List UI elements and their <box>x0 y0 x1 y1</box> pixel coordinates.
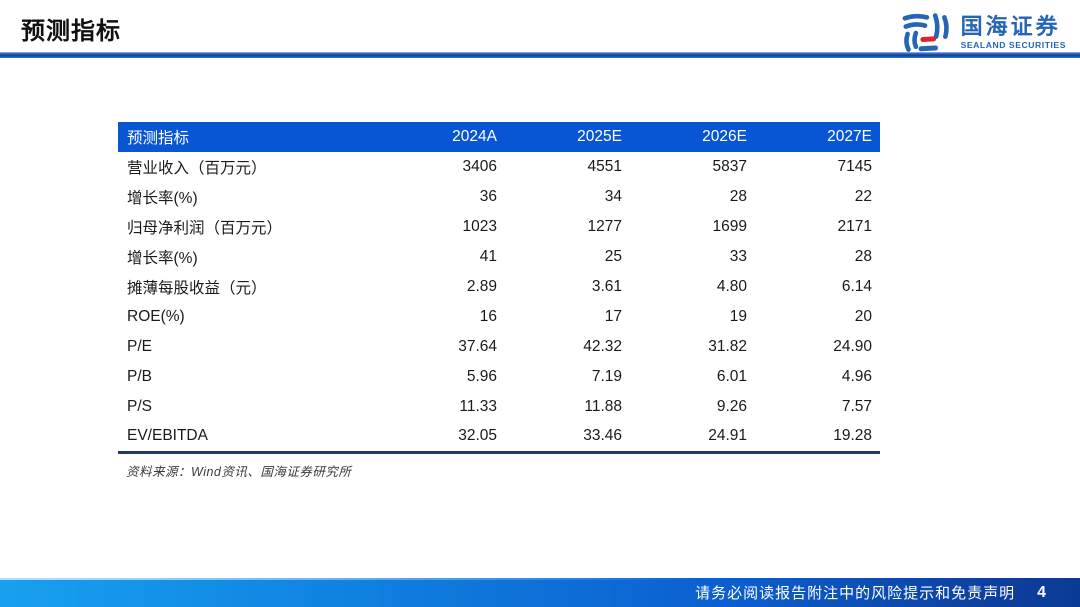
footer-bar: 请务必阅读报告附注中的风险提示和免责声明 4 <box>0 578 1080 607</box>
row-label: 摊薄每股收益（元） <box>118 272 380 302</box>
table-row: EV/EBITDA 32.05 33.46 24.91 19.28 <box>118 422 880 452</box>
row-label: EV/EBITDA <box>118 422 380 452</box>
cell-value: 2171 <box>755 212 880 242</box>
title-divider <box>0 52 1080 58</box>
row-label: P/B <box>118 362 380 392</box>
row-label: 增长率(%) <box>118 242 380 272</box>
cell-value: 4.96 <box>755 362 880 392</box>
cell-value: 33 <box>630 242 755 272</box>
cell-value: 41 <box>380 242 505 272</box>
cell-value: 1277 <box>505 212 630 242</box>
cell-value: 16 <box>380 302 505 332</box>
table-header-row: 预测指标 2024A 2025E 2026E 2027E <box>118 122 880 152</box>
row-label: P/S <box>118 392 380 422</box>
cell-value: 2.89 <box>380 272 505 302</box>
forecast-table-body: 营业收入（百万元） 3406 4551 5837 7145 增长率(%) 36 34 28 22 归… <box>118 152 880 452</box>
cell-value: 7145 <box>755 152 880 182</box>
brand-name-en: SEALAND SECURITIES <box>960 40 1066 51</box>
forecast-table-head: 预测指标 2024A 2025E 2026E 2027E <box>118 122 880 152</box>
source-note: 资料来源：Wind资讯、国海证券研究所 <box>126 465 352 479</box>
cell-value: 5837 <box>630 152 755 182</box>
row-label: P/E <box>118 332 380 362</box>
header-cell-label: 预测指标 <box>118 122 380 152</box>
cell-value: 11.33 <box>380 392 505 422</box>
cell-value: 33.46 <box>505 422 630 452</box>
cell-value: 4.80 <box>630 272 755 302</box>
cell-value: 28 <box>630 182 755 212</box>
cell-value: 22 <box>755 182 880 212</box>
cell-value: 32.05 <box>380 422 505 452</box>
cell-value: 3.61 <box>505 272 630 302</box>
row-label: 增长率(%) <box>118 182 380 212</box>
cell-value: 4551 <box>505 152 630 182</box>
header-cell-year: 2027E <box>755 122 880 152</box>
footer-disclaimer: 请务必阅读报告附注中的风险提示和免责声明 <box>695 585 1016 602</box>
cell-value: 3406 <box>380 152 505 182</box>
table-row: P/E 37.64 42.32 31.82 24.90 <box>118 332 880 362</box>
table-row: 归母净利润（百万元） 1023 1277 1699 2171 <box>118 212 880 242</box>
row-label: 归母净利润（百万元） <box>118 212 380 242</box>
table-row: 营业收入（百万元） 3406 4551 5837 7145 <box>118 152 880 182</box>
brand-logo: 国海证券 SEALAND SECURITIES <box>898 10 1066 56</box>
cell-value: 25 <box>505 242 630 272</box>
cell-value: 24.91 <box>630 422 755 452</box>
cell-value: 20 <box>755 302 880 332</box>
table-row: ROE(%) 16 17 19 20 <box>118 302 880 332</box>
cell-value: 34 <box>505 182 630 212</box>
cell-value: 1699 <box>630 212 755 242</box>
table-row: P/S 11.33 11.88 9.26 7.57 <box>118 392 880 422</box>
table-row: 增长率(%) 41 25 33 28 <box>118 242 880 272</box>
forecast-table: 预测指标 2024A 2025E 2026E 2027E 营业收入（百万元） 34… <box>118 122 880 454</box>
cell-value: 11.88 <box>505 392 630 422</box>
cell-value: 19 <box>630 302 755 332</box>
cell-value: 31.82 <box>630 332 755 362</box>
cell-value: 7.57 <box>755 392 880 422</box>
header-cell-year: 2025E <box>505 122 630 152</box>
table-row: P/B 5.96 7.19 6.01 4.96 <box>118 362 880 392</box>
cell-value: 17 <box>505 302 630 332</box>
table-row: 摊薄每股收益（元） 2.89 3.61 4.80 6.14 <box>118 272 880 302</box>
cell-value: 6.14 <box>755 272 880 302</box>
cell-value: 7.19 <box>505 362 630 392</box>
cell-value: 5.96 <box>380 362 505 392</box>
cell-value: 24.90 <box>755 332 880 362</box>
cell-value: 36 <box>380 182 505 212</box>
row-label: ROE(%) <box>118 302 380 332</box>
cell-value: 28 <box>755 242 880 272</box>
brand-text: 国海证券 SEALAND SECURITIES <box>961 16 1066 50</box>
header-cell-year: 2024A <box>380 122 505 152</box>
table-row: 增长率(%) 36 34 28 22 <box>118 182 880 212</box>
sealand-logo-icon <box>902 13 949 52</box>
cell-value: 19.28 <box>755 422 880 452</box>
row-label: 营业收入（百万元） <box>118 152 380 182</box>
cell-value: 6.01 <box>630 362 755 392</box>
page-title: 预测指标 <box>21 18 121 45</box>
cell-value: 1023 <box>380 212 505 242</box>
page-number: 4 <box>1037 583 1046 601</box>
brand-name-cn: 国海证券 <box>960 14 1061 40</box>
header-cell-year: 2026E <box>630 122 755 152</box>
cell-value: 9.26 <box>630 392 755 422</box>
cell-value: 37.64 <box>380 332 505 362</box>
cell-value: 42.32 <box>505 332 630 362</box>
